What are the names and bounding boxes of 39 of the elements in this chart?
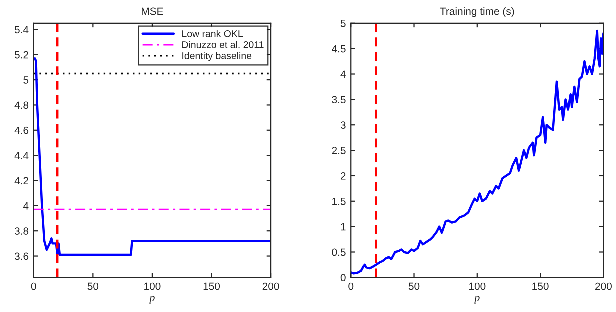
chart-title: Training time (s) xyxy=(440,8,514,18)
x-tick-label: 150 xyxy=(532,282,549,290)
x-tick-label: 100 xyxy=(470,282,486,290)
y-tick-label: 4.8 xyxy=(14,102,29,110)
y-tick-label: 4 xyxy=(340,70,346,78)
legend-label: Identity baseline xyxy=(182,52,252,62)
line-series xyxy=(351,30,604,275)
legend-label: Dinuzzo et al. 2011 xyxy=(182,41,264,48)
y-tick-label: 4 xyxy=(23,202,29,210)
y-tick-label: 4.6 xyxy=(14,126,29,134)
y-tick-label: 4.4 xyxy=(14,152,29,160)
y-tick-label: 5 xyxy=(24,76,29,84)
x-tick-label: 0 xyxy=(31,282,36,290)
y-tick-label: 3.5 xyxy=(332,96,346,104)
y-tick-label: 1 xyxy=(341,223,346,231)
y-tick-label: 2.5 xyxy=(332,147,346,154)
x-tick-label: 50 xyxy=(88,282,99,290)
y-tick-label: 2 xyxy=(340,172,346,180)
y-tick-label: 5.2 xyxy=(14,51,28,59)
y-tick-label: 3 xyxy=(340,122,346,129)
y-tick-label: 1.5 xyxy=(332,198,346,206)
legend-label: Low rank OKL xyxy=(182,30,244,38)
x-tick-label: 200 xyxy=(596,282,612,290)
y-tick-label: 4.5 xyxy=(332,45,346,53)
x-tick-label: 200 xyxy=(262,282,280,290)
y-tick-label: 3.6 xyxy=(14,252,29,260)
x-tick-label: 50 xyxy=(408,282,420,290)
x-axis-title: p xyxy=(474,296,480,304)
y-tick-label: 3.8 xyxy=(14,228,29,235)
y-tick-label: 0 xyxy=(340,274,346,282)
y-tick-label: 0.5 xyxy=(332,248,346,256)
x-tick-label: 150 xyxy=(204,282,220,290)
y-tick-label: 4.2 xyxy=(14,177,28,185)
x-tick-label: 0 xyxy=(348,282,354,290)
chart-title: MSE xyxy=(142,8,164,16)
y-tick-label: 5.4 xyxy=(14,26,29,34)
x-axis-title: p xyxy=(149,296,155,304)
x-tick-label: 100 xyxy=(144,282,161,290)
y-tick-label: 5 xyxy=(340,20,346,28)
